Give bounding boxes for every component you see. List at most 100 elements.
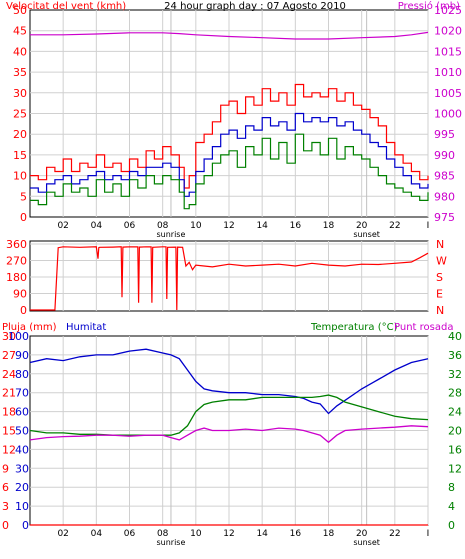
pressure-y-tick-label: 980 [434, 190, 455, 203]
wind-x-tick-label: I [427, 221, 430, 231]
temp-y-tick-label: 40 [448, 330, 462, 343]
direction-y-tick-label: 180 [6, 271, 27, 284]
rain-y-tick-label: 15 [2, 425, 16, 438]
wind-y-tick-label: 30 [13, 87, 27, 100]
wind-y-tick-label: 0 [20, 211, 27, 224]
rain-y-tick-label: 21 [2, 387, 16, 400]
pressure-y-tick-label: 975 [434, 211, 455, 224]
temp-x-tick-label: I [427, 529, 430, 539]
pressure-y-tick-label: 985 [434, 170, 455, 183]
pressure-y-tick-label: 1015 [434, 45, 462, 58]
pressure-right-axis-label: Pressió (mb) [398, 0, 460, 12]
rain-y-tick-label: 30 [2, 330, 16, 343]
wind-y-tick-label: 25 [13, 108, 27, 121]
direction-y-tick-label: 270 [6, 255, 27, 268]
sun-label: sunrise [156, 538, 185, 547]
pressure-y-tick-label: 1025 [434, 4, 462, 17]
humidity-y-tick-label: 50 [15, 425, 29, 438]
wind-y-tick-label: 15 [13, 149, 27, 162]
humidity-y-tick-label: 10 [15, 500, 29, 513]
temp-x-tick-label: 04 [91, 529, 103, 539]
temperature-humidity-panel: Pluja (mm) Humitat Temperatura (°C) Punt… [2, 322, 462, 547]
pressure-y-tick-label: 1020 [434, 25, 462, 38]
wind-left-axis-label: Velocitat del vent (kmh) [6, 1, 126, 12]
temp-y-tick-label: 32 [448, 368, 462, 381]
sun-label: sunrise [156, 230, 185, 239]
wind-x-tick-label: 18 [323, 221, 335, 231]
dewpoint-series-line [29, 425, 429, 444]
wind-x-tick-label: 12 [223, 221, 234, 231]
humidity-y-tick-label: 30 [15, 462, 29, 475]
temp-y-tick-label: 28 [448, 387, 462, 400]
wind-y-tick-label: 40 [13, 45, 27, 58]
wind-x-tick-label: 08 [157, 221, 169, 231]
humidity-y-tick-label: 0 [22, 519, 29, 532]
rain-y-tick-label: 9 [2, 462, 9, 475]
humidity-series-line [29, 348, 429, 415]
rain-y-tick-label: 6 [2, 481, 9, 494]
rain-y-tick-label: 12 [2, 443, 16, 456]
humidity-y-tick-label: 100 [8, 330, 29, 343]
wind-x-tick-label: 16 [290, 221, 302, 231]
wind-y-tick-label: 45 [13, 25, 27, 38]
wind-pressure-panel: Velocitat del vent (kmh) 24 hour graph d… [6, 0, 462, 239]
temp-x-tick-label: 14 [256, 529, 268, 539]
wind-x-tick-label: 22 [389, 221, 400, 231]
rain-y-tick-label: 0 [2, 519, 9, 532]
temp-x-tick-label: 20 [356, 529, 368, 539]
rain-y-tick-label: 18 [2, 406, 16, 419]
temp-x-tick-label: 12 [223, 529, 234, 539]
temp-y-tick-label: 36 [448, 349, 462, 362]
wind-y-tick-label: 20 [13, 128, 27, 141]
wind-chart-title: 24 hour graph day : 07 Agosto 2010 [164, 1, 346, 12]
humidity-y-tick-label: 70 [15, 387, 29, 400]
wind-y-tick-label: 10 [13, 170, 27, 183]
humidity-axis-label: Humitat [66, 322, 106, 333]
compass-label: W [436, 255, 447, 268]
temp-x-tick-label: 10 [190, 529, 202, 539]
gust-series-line [30, 83, 429, 189]
humidity-y-tick-label: 40 [15, 443, 29, 456]
temp-y-tick-label: 8 [448, 481, 455, 494]
wind-x-tick-label: 06 [124, 221, 136, 231]
rain-axis-label: Pluja (mm) [2, 322, 57, 333]
temp-x-tick-label: 16 [290, 529, 302, 539]
wind-y-tick-label: 35 [13, 66, 27, 79]
compass-label: N [436, 238, 444, 251]
pressure-y-tick-label: 1010 [434, 66, 462, 79]
temp-y-tick-label: 12 [448, 462, 462, 475]
wind-x-tick-label: 04 [91, 221, 103, 231]
rain-y-tick-label: 27 [2, 349, 16, 362]
wind-x-tick-label: 20 [356, 221, 368, 231]
pressure-series-line [30, 31, 429, 40]
direction-y-tick-label: 0 [20, 304, 27, 317]
pressure-y-tick-label: 995 [434, 128, 455, 141]
temp-y-tick-label: 24 [448, 406, 462, 419]
pressure-y-tick-label: 1005 [434, 87, 462, 100]
temp-y-tick-label: 0 [448, 519, 455, 532]
dewpoint-axis-label: Punt rosada [394, 322, 453, 333]
humidity-y-tick-label: 90 [15, 349, 29, 362]
compass-label: S [436, 271, 443, 284]
rain-y-tick-label: 3 [2, 500, 9, 513]
direction-y-tick-label: 360 [6, 238, 27, 251]
direction-y-tick-label: 90 [13, 288, 27, 301]
compass-label: E [436, 288, 443, 301]
temp-y-tick-label: 20 [448, 425, 462, 438]
temp-x-tick-label: 22 [389, 529, 400, 539]
temp-y-tick-label: 4 [448, 500, 455, 513]
pressure-y-tick-label: 990 [434, 149, 455, 162]
temp-x-tick-label: 18 [323, 529, 335, 539]
sun-label: sunset [353, 230, 380, 239]
wind-x-tick-label: 10 [190, 221, 202, 231]
humidity-y-tick-label: 60 [15, 406, 29, 419]
humidity-y-tick-label: 80 [15, 368, 29, 381]
temp-y-tick-label: 16 [448, 443, 462, 456]
wind-y-tick-label: 5 [20, 190, 27, 203]
compass-label: N [436, 304, 444, 317]
direction-series-line [30, 246, 429, 311]
temp-x-tick-label: 02 [57, 529, 68, 539]
pressure-y-tick-label: 1000 [434, 108, 462, 121]
